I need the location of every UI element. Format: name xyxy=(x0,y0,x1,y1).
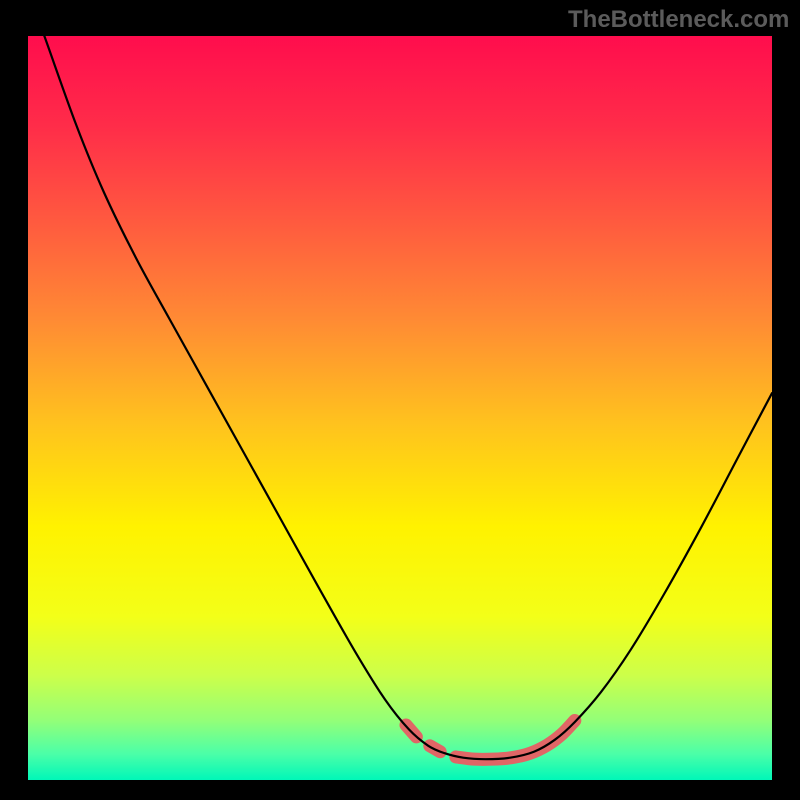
watermark-text: TheBottleneck.com xyxy=(568,6,789,34)
chart-area xyxy=(28,36,772,780)
chart-background xyxy=(28,36,772,780)
